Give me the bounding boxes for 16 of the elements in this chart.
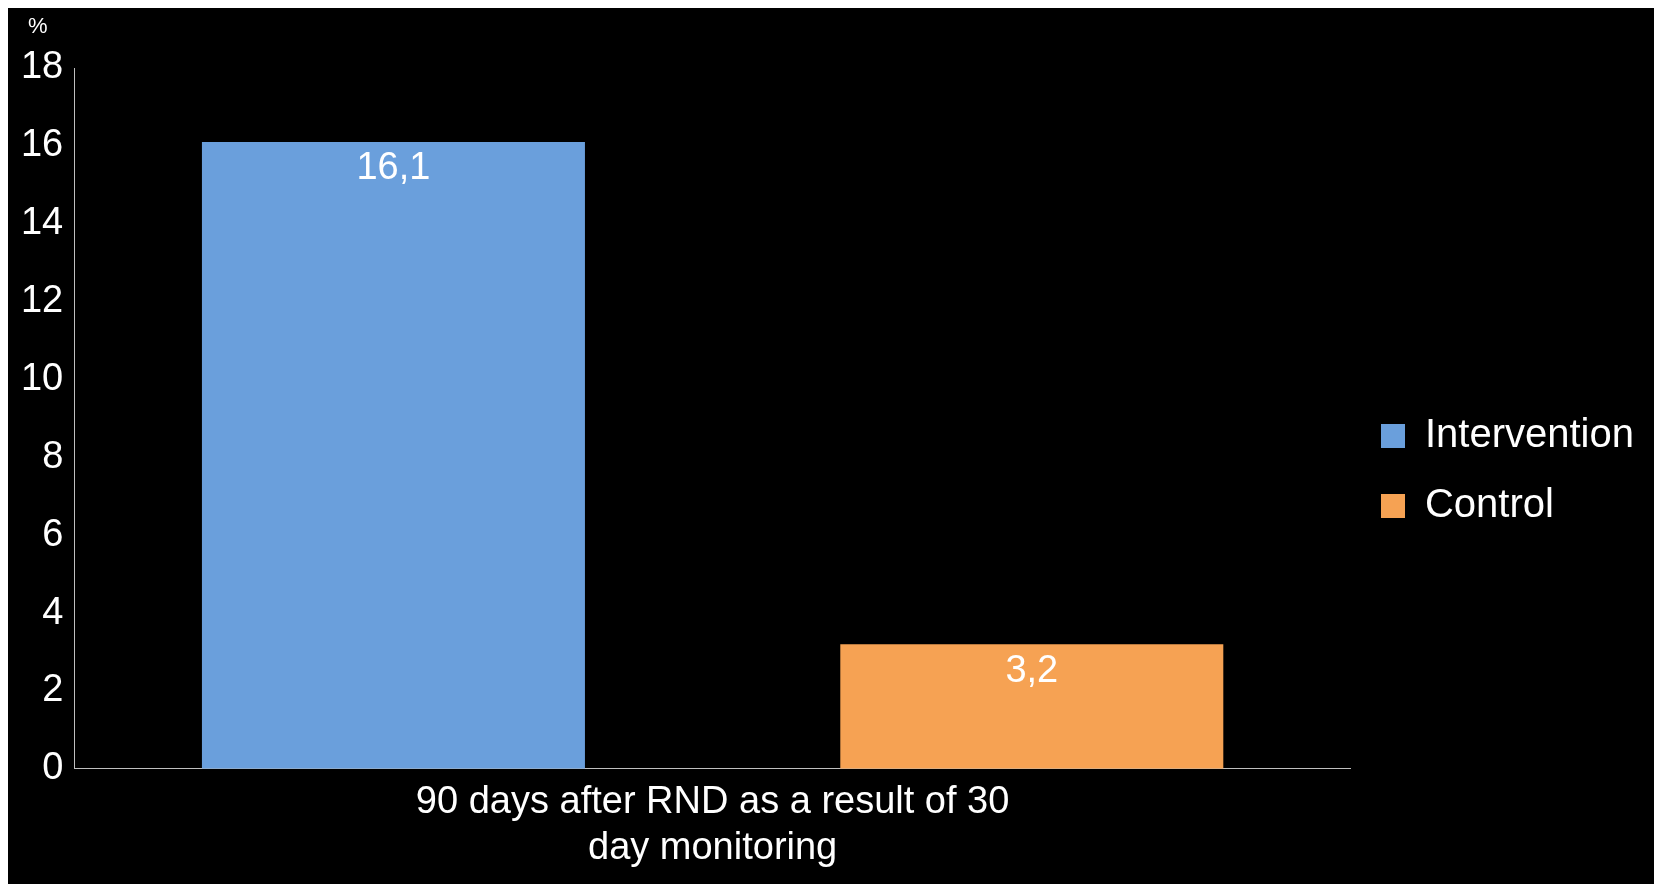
x-tick-label: 90 days after RND as a result of 30 day monitoring [415,779,1010,867]
y-tick-label: 6 [42,511,64,554]
y-tick-label: 0 [42,745,64,788]
y-tick-label: 14 [20,200,64,243]
y-tick-label: 2 [42,667,64,710]
data-label: 16,1 [356,145,431,188]
legend-label: Control [1424,481,1554,526]
y-tick-label: 8 [42,433,64,476]
legend-label: Intervention [1424,411,1635,456]
y-tick-label: 10 [20,355,64,398]
data-label: 3,2 [1005,647,1059,690]
y-tick-label: 18 [20,44,64,87]
y-tick-label: 16 [20,122,64,165]
y-tick-label: 4 [42,589,64,632]
y-tick-label: 12 [20,278,64,321]
y-axis-title: % [28,13,48,39]
